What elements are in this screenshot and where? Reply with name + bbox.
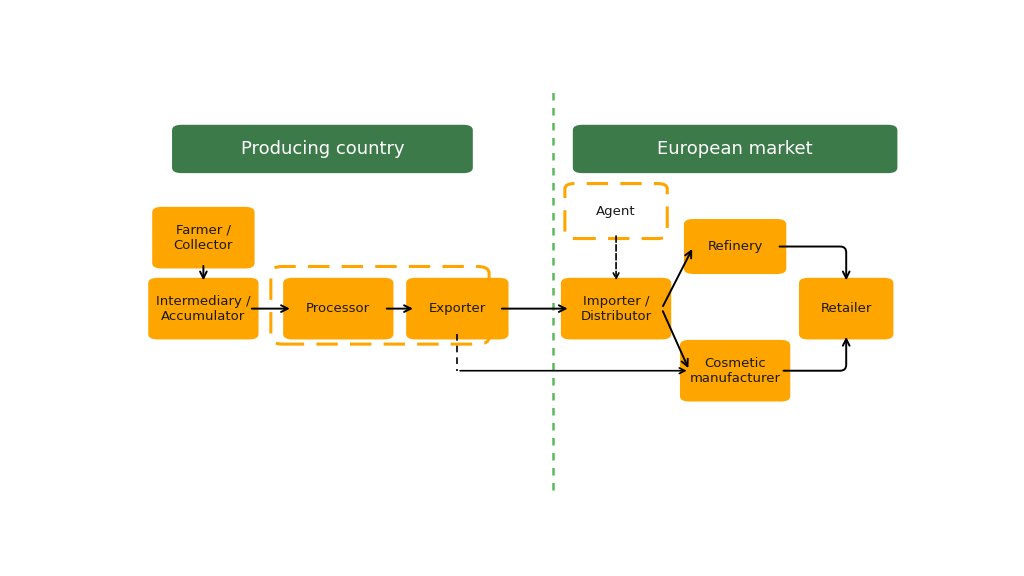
- FancyBboxPatch shape: [407, 278, 509, 339]
- Text: Processor: Processor: [306, 302, 371, 315]
- FancyBboxPatch shape: [561, 278, 671, 339]
- Text: Retailer: Retailer: [820, 302, 871, 315]
- Text: Refinery: Refinery: [708, 240, 763, 253]
- Text: Exporter: Exporter: [429, 302, 486, 315]
- FancyBboxPatch shape: [148, 278, 258, 339]
- FancyBboxPatch shape: [799, 278, 893, 339]
- Text: Agent: Agent: [596, 204, 636, 218]
- Text: Producing country: Producing country: [241, 140, 404, 158]
- FancyBboxPatch shape: [565, 184, 668, 238]
- FancyBboxPatch shape: [172, 125, 473, 173]
- FancyBboxPatch shape: [572, 125, 897, 173]
- Text: Intermediary /
Accumulator: Intermediary / Accumulator: [156, 294, 251, 323]
- Text: Cosmetic
manufacturer: Cosmetic manufacturer: [689, 357, 780, 385]
- Text: Importer /
Distributor: Importer / Distributor: [581, 294, 651, 323]
- FancyBboxPatch shape: [284, 278, 393, 339]
- FancyBboxPatch shape: [680, 340, 791, 401]
- Text: Farmer /
Collector: Farmer / Collector: [174, 223, 233, 252]
- FancyBboxPatch shape: [153, 207, 255, 268]
- Text: European market: European market: [657, 140, 813, 158]
- FancyBboxPatch shape: [684, 219, 786, 274]
